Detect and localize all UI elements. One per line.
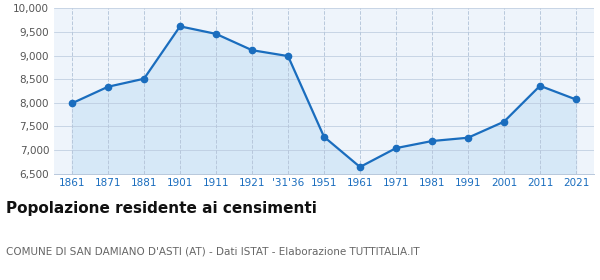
- Text: Popolazione residente ai censimenti: Popolazione residente ai censimenti: [6, 201, 317, 216]
- Text: COMUNE DI SAN DAMIANO D'ASTI (AT) - Dati ISTAT - Elaborazione TUTTITALIA.IT: COMUNE DI SAN DAMIANO D'ASTI (AT) - Dati…: [6, 247, 419, 257]
